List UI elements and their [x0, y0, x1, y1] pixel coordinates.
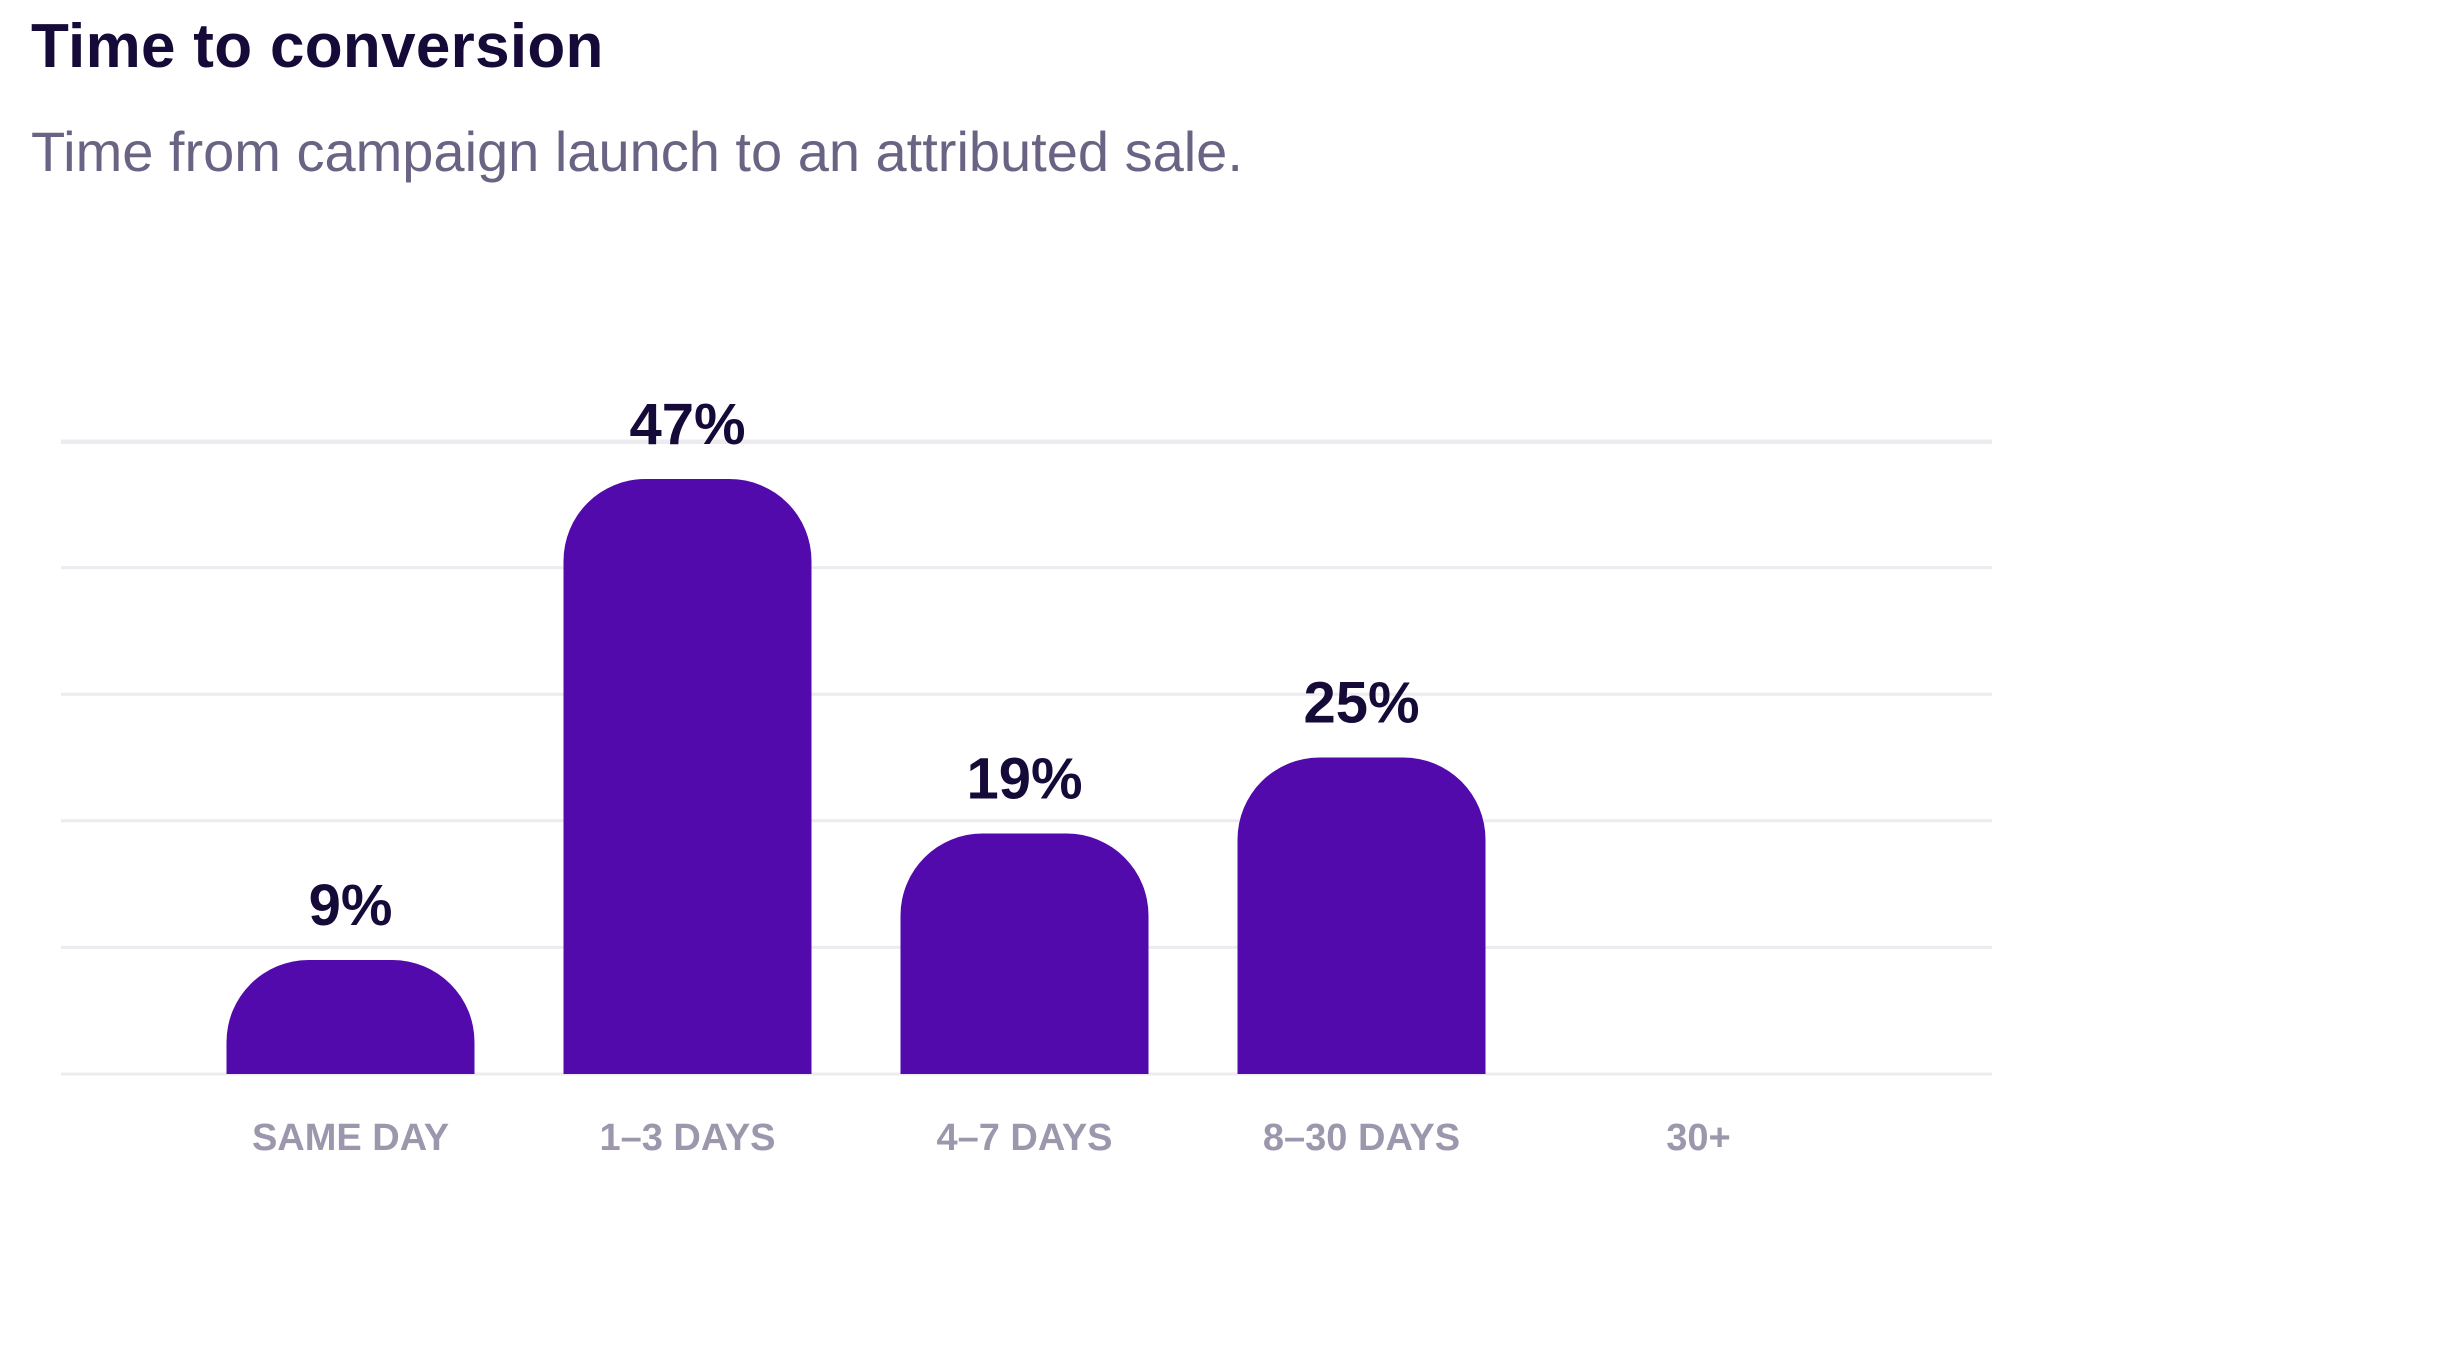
data-label: 47%: [629, 392, 745, 457]
bar: [563, 478, 812, 1075]
data-label: 9%: [309, 873, 393, 938]
chart-title: Time to conversion: [31, 12, 604, 81]
x-tick-label: 8–30 DAYS: [1263, 1117, 1460, 1159]
x-tick-label: SAME DAY: [252, 1117, 449, 1159]
bar: [900, 833, 1149, 1074]
bar: [1237, 757, 1486, 1074]
data-label: 19%: [966, 746, 1082, 811]
bar: [226, 960, 475, 1074]
x-tick-label: 4–7 DAYS: [936, 1117, 1112, 1159]
x-tick-label: 1–3 DAYS: [599, 1117, 775, 1159]
data-label: 25%: [1303, 671, 1419, 736]
x-tick-label: 30+: [1666, 1117, 1730, 1159]
chart-subtitle: Time from campaign launch to an attribut…: [31, 120, 1243, 183]
